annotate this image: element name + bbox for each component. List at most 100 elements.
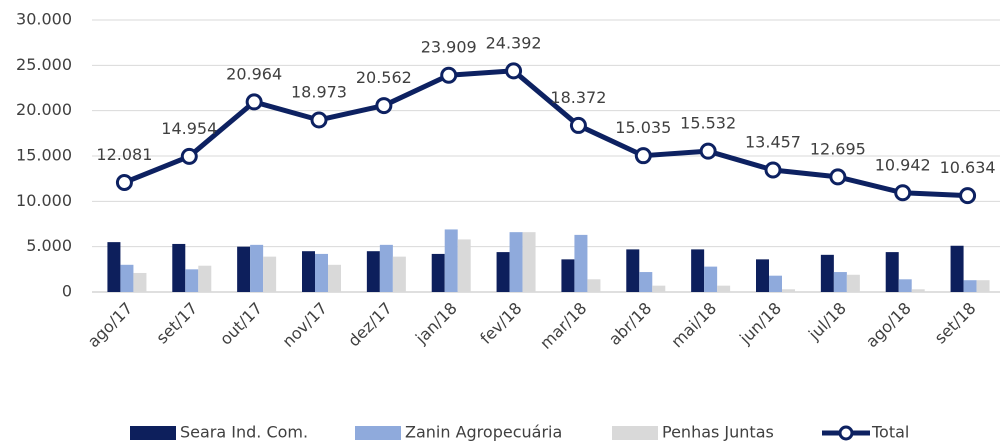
bar — [107, 242, 121, 292]
line-marker — [310, 111, 328, 129]
y-tick-label: 30.000 — [16, 10, 72, 29]
bar — [444, 229, 458, 292]
y-tick-label: 15.000 — [16, 146, 72, 165]
legend-label: Penhas Juntas — [662, 423, 774, 442]
data-label: 20.964 — [226, 64, 282, 83]
x-tick-label: jun/18 — [735, 299, 785, 349]
legend-swatch — [355, 426, 401, 440]
line-marker — [115, 173, 133, 191]
bar — [379, 244, 393, 292]
y-tick-label: 20.000 — [16, 100, 72, 119]
data-label: 23.909 — [421, 38, 477, 57]
legend-swatch — [612, 426, 658, 440]
bar — [587, 279, 601, 292]
bar — [846, 274, 860, 292]
x-tick-label: out/17 — [216, 299, 266, 349]
legend-swatch — [130, 426, 176, 440]
line-marker — [180, 147, 198, 165]
legend-marker — [838, 425, 854, 441]
data-label: 14.954 — [161, 119, 217, 138]
x-tick-label: jul/18 — [804, 299, 850, 345]
line-marker — [634, 147, 652, 165]
bar — [976, 280, 990, 292]
x-tick-label: set/18 — [931, 299, 980, 348]
bar — [509, 232, 523, 292]
bar — [950, 245, 964, 292]
data-label: 13.457 — [745, 132, 801, 151]
bar — [820, 254, 834, 292]
line-marker — [375, 97, 393, 115]
line-marker — [894, 184, 912, 202]
y-tick-label: 10.000 — [16, 191, 72, 210]
data-label: 12.081 — [96, 145, 152, 164]
bar — [691, 249, 705, 292]
line-marker — [245, 93, 263, 111]
x-tick-label: nov/17 — [279, 299, 331, 351]
bar — [457, 239, 471, 292]
bar — [185, 269, 199, 292]
bar — [561, 259, 575, 292]
bar — [574, 234, 588, 292]
data-label: 12.695 — [810, 139, 866, 158]
bar — [885, 252, 899, 292]
bar — [328, 264, 341, 292]
data-label: 24.392 — [486, 33, 542, 52]
bar — [639, 272, 653, 292]
x-tick-label: jan/18 — [411, 299, 461, 349]
data-label: 18.973 — [291, 82, 347, 101]
bar — [833, 272, 847, 292]
x-tick-label: mai/18 — [667, 299, 720, 352]
bar — [250, 244, 264, 292]
bar — [263, 256, 277, 292]
bar — [522, 232, 536, 292]
data-label: 10.634 — [940, 158, 996, 177]
bar — [652, 285, 666, 292]
x-tick-label: ago/18 — [862, 299, 915, 352]
bar — [626, 249, 640, 292]
x-tick-label: fev/18 — [476, 299, 525, 348]
bar — [366, 251, 380, 292]
line-marker — [440, 66, 458, 84]
bar — [198, 265, 212, 292]
x-tick-label: mar/18 — [536, 299, 590, 353]
bar — [315, 253, 328, 292]
bar — [392, 256, 406, 292]
bar — [898, 279, 912, 292]
line-marker — [505, 62, 523, 80]
bar — [756, 259, 769, 292]
bar — [911, 289, 925, 292]
x-tick-label: dez/17 — [344, 299, 396, 351]
x-tick-label: abr/18 — [605, 299, 655, 349]
line-marker — [959, 187, 977, 205]
line-marker — [764, 161, 782, 179]
bar — [172, 243, 186, 292]
x-tick-label: set/17 — [152, 299, 201, 348]
data-label: 20.562 — [356, 68, 412, 87]
y-tick-label: 25.000 — [16, 55, 72, 74]
line-marker — [569, 116, 587, 134]
bar — [302, 251, 315, 292]
line — [123, 68, 968, 199]
bar — [782, 289, 795, 292]
bar — [769, 275, 782, 292]
bar — [963, 280, 977, 292]
legend-label: Zanin Agropecuária — [405, 423, 562, 442]
bar — [237, 246, 251, 292]
line-marker — [699, 142, 717, 160]
data-label: 15.035 — [615, 118, 671, 137]
bar — [717, 285, 731, 292]
bar — [496, 252, 510, 292]
bar — [704, 266, 718, 292]
bar — [431, 253, 445, 292]
legend-label: Total — [871, 423, 909, 442]
data-label: 10.942 — [875, 155, 931, 174]
legend-label: Seara Ind. Com. — [180, 423, 308, 442]
bar — [133, 272, 147, 292]
x-tick-label: ago/17 — [84, 299, 137, 352]
data-label: 18.372 — [550, 88, 606, 107]
y-tick-label: 5.000 — [26, 236, 72, 255]
y-tick-label: 0 — [62, 282, 72, 301]
line-marker — [829, 168, 847, 186]
bar — [120, 264, 134, 292]
